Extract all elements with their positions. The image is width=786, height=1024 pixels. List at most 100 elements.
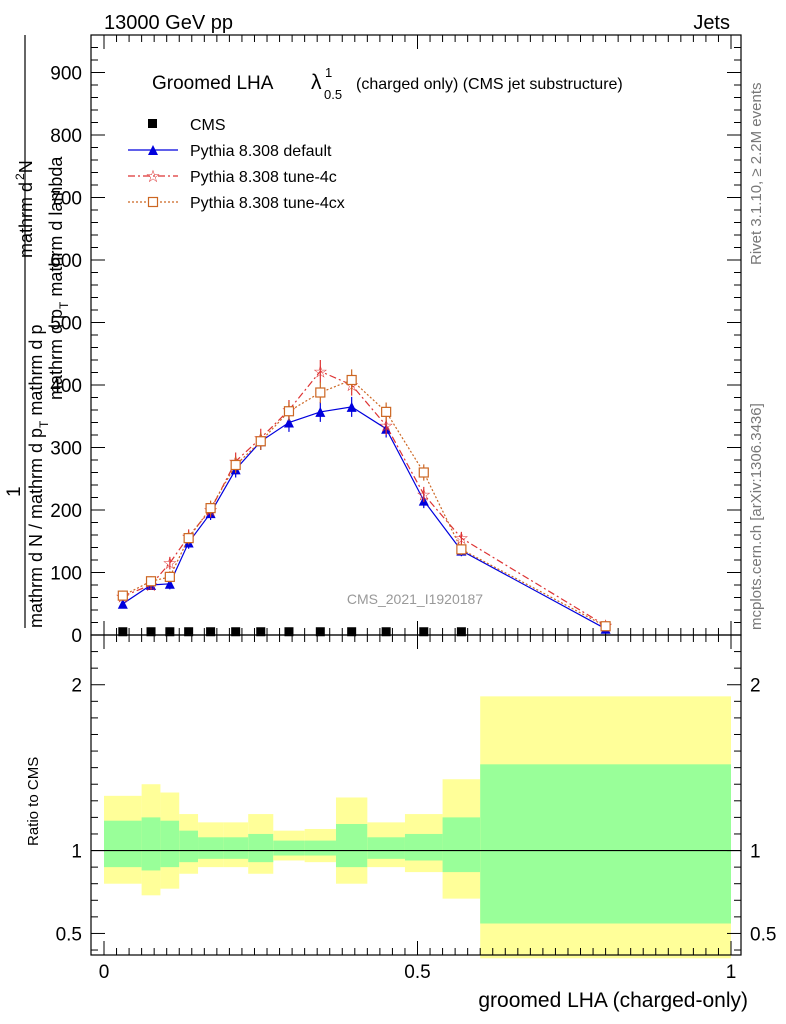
ratio-inner-band xyxy=(223,837,249,859)
rivet-label: Rivet 3.1.10, ≥ 2.2M events xyxy=(748,83,765,266)
main-ytick-label: 800 xyxy=(50,126,82,147)
tune4c-data-point: ☆ xyxy=(454,529,469,548)
ylabel-rhs: mathrm d pT mathrm d lambda xyxy=(46,156,71,400)
tune4cx-data-point xyxy=(205,503,216,514)
cms-data-point xyxy=(347,627,357,637)
title-main: Groomed LHA xyxy=(152,73,274,94)
cms-data-point xyxy=(206,627,216,637)
cms-data-point xyxy=(381,627,391,637)
ratio-inner-band xyxy=(480,764,731,924)
main-ytick-label: 400 xyxy=(50,376,82,397)
ylabel-denominator: mathrm d N / mathrm d pT mathrm d p xyxy=(26,325,51,628)
legend-cms-marker xyxy=(148,119,157,128)
ratio-inner-band xyxy=(248,833,274,863)
ratio-panel: 0.5 0.51 12 2 0 0.5 1 Ratio to CMS groomed LH… xyxy=(25,634,776,1012)
main-ytick-label: 600 xyxy=(50,251,82,272)
ylabel-denom-rest: mathrm d p xyxy=(26,325,46,416)
ratio-ytick-label-right: 0.5 xyxy=(750,924,776,945)
ratio-inner-band xyxy=(335,824,368,868)
xlabel: groomed LHA (charged-only) xyxy=(478,989,748,1012)
legend-cms-label: CMS xyxy=(190,117,226,134)
tune4cx-data-point xyxy=(255,436,266,447)
tune4c-data-point: ☆ xyxy=(313,362,328,381)
cms-data-point xyxy=(284,627,294,637)
ratio-bands xyxy=(91,696,741,959)
ylabel-rhs-bottom-rest: mathrm d lambda xyxy=(46,156,66,302)
default-data-point xyxy=(117,598,128,609)
ylabel-denom-sub: T xyxy=(37,420,51,428)
tune4c-data-point: ☆ xyxy=(162,554,177,573)
ylabel-rhs-bottom-sub: T xyxy=(57,301,71,309)
tune4cx-data-point xyxy=(418,467,429,478)
ylabel-rhs-bottom: mathrm d p xyxy=(46,309,66,400)
cms-data-point xyxy=(184,627,194,637)
tune4cx-data-point xyxy=(456,544,467,555)
cms-data-point xyxy=(456,627,466,637)
title-rest: (charged only) (CMS jet substructure) xyxy=(356,76,623,93)
series-line-star xyxy=(122,370,606,627)
ratio-frame xyxy=(90,634,742,956)
tune4cx-data-point xyxy=(230,459,241,471)
legend-4c-label: Pythia 8.308 tune-4c xyxy=(190,169,337,186)
ratio-inner-band xyxy=(198,837,224,859)
ylabel-rhs-top-rest: N xyxy=(16,160,36,173)
cms-data-point xyxy=(315,627,325,637)
xtick-label: 1 xyxy=(726,962,737,983)
default-data-point xyxy=(283,417,294,428)
main-yticks: 0 100 200 300 400 500 600 700 800 900 xyxy=(50,47,741,647)
main-ytick-label: 700 xyxy=(50,189,82,210)
cms-data-point xyxy=(165,627,175,637)
main-ylabel: 1 mathrm d N / mathrm d pT mathrm d p ma… xyxy=(4,35,71,628)
legend-4cx-label: Pythia 8.308 tune-4cx xyxy=(190,195,345,212)
tune4cx-data-point xyxy=(145,576,157,587)
tune4c-data-point: ☆ xyxy=(416,485,431,504)
ratio-inner-band xyxy=(273,840,305,856)
tune4cx-data-point xyxy=(283,406,295,417)
legend-default-label: Pythia 8.308 default xyxy=(190,143,332,160)
default-data-point xyxy=(164,578,175,589)
ratio-inner-band xyxy=(304,840,336,856)
ratio-xticks: 0 0.5 1 xyxy=(99,635,737,983)
default-data-point xyxy=(346,401,357,412)
legend-default-marker xyxy=(148,145,158,155)
main-series: ☆☆☆☆☆☆☆☆☆☆☆☆☆☆ xyxy=(115,360,613,637)
tune4cx-data-point xyxy=(315,387,326,398)
ratio-ytick-label-left: 0.5 xyxy=(56,924,82,945)
title-sub: 0.5 xyxy=(324,87,342,102)
ratio-ytick-label-left: 2 xyxy=(71,676,82,697)
tune4cx-data-point xyxy=(183,533,194,544)
ratio-inner-band xyxy=(104,820,142,868)
ratio-inner-band xyxy=(404,833,443,861)
ratio-inner-band xyxy=(367,837,405,859)
ylabel-rhs-top-a: mathrm d xyxy=(16,182,36,258)
tune4c-data-point: ☆ xyxy=(379,417,394,436)
ylabel-denom-a: mathrm d N / mathrm d p xyxy=(26,428,46,628)
watermark: CMS_2021_I1920187 xyxy=(347,591,483,607)
main-ytick-label: 100 xyxy=(50,564,82,585)
ylabel-numerator: 1 xyxy=(4,486,25,497)
ratio-inner-band xyxy=(442,817,481,873)
xtick-label: 0.5 xyxy=(404,962,430,983)
ratio-ylabel: Ratio to CMS xyxy=(25,757,42,846)
tune4cx-data-point xyxy=(381,406,392,417)
main-ytick-label: 500 xyxy=(50,314,82,335)
xtick-label: 0 xyxy=(99,962,110,983)
cms-data-point xyxy=(146,627,156,637)
ylabel-rhs-top: mathrm d 2N xyxy=(13,160,36,258)
main-ytick-label: 900 xyxy=(50,64,82,85)
tune4cx-data-point xyxy=(117,590,128,601)
ratio-yticks: 0.5 0.5 1 1 2 2 xyxy=(56,651,776,951)
ratio-frame-border xyxy=(90,634,742,956)
ylabel-rhs-top-sup: 2 xyxy=(13,173,27,180)
ratio-inner-band xyxy=(160,820,180,868)
ratio-inner-band xyxy=(179,830,199,863)
legend: CMS Pythia 8.308 default ☆ Pythia 8.308 … xyxy=(128,117,345,212)
default-data-point xyxy=(315,406,326,417)
cms-data-point xyxy=(118,627,128,637)
legend-4cx-marker xyxy=(147,196,159,208)
title-sup: 1 xyxy=(325,65,332,80)
ratio-ytick-label-right: 1 xyxy=(750,842,761,863)
header-process: Jets xyxy=(693,12,730,34)
